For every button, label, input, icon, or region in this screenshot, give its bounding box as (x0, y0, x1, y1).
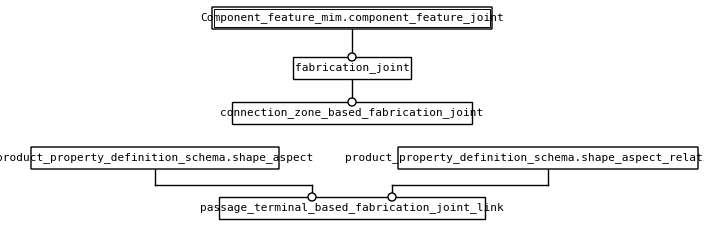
Text: fabrication_joint: fabrication_joint (295, 63, 409, 74)
Text: Component_feature_mim.component_feature_joint: Component_feature_mim.component_feature_… (200, 13, 504, 24)
FancyBboxPatch shape (398, 147, 698, 169)
Circle shape (388, 193, 396, 201)
Text: product_property_definition_schema.shape_aspect: product_property_definition_schema.shape… (0, 153, 313, 164)
Bar (214, 9, 490, 27)
Text: product_property_definition_schema.shape_aspect_relationship: product_property_definition_schema.shape… (346, 153, 704, 164)
Bar (232, 102, 472, 124)
Bar (293, 57, 411, 79)
Circle shape (348, 98, 356, 106)
Circle shape (348, 53, 356, 61)
Circle shape (308, 193, 316, 201)
Bar (219, 197, 485, 219)
Text: passage_terminal_based_fabrication_joint_link: passage_terminal_based_fabrication_joint… (200, 203, 504, 213)
Text: connection_zone_based_fabrication_joint: connection_zone_based_fabrication_joint (220, 108, 484, 119)
FancyBboxPatch shape (212, 7, 492, 29)
FancyBboxPatch shape (31, 147, 279, 169)
